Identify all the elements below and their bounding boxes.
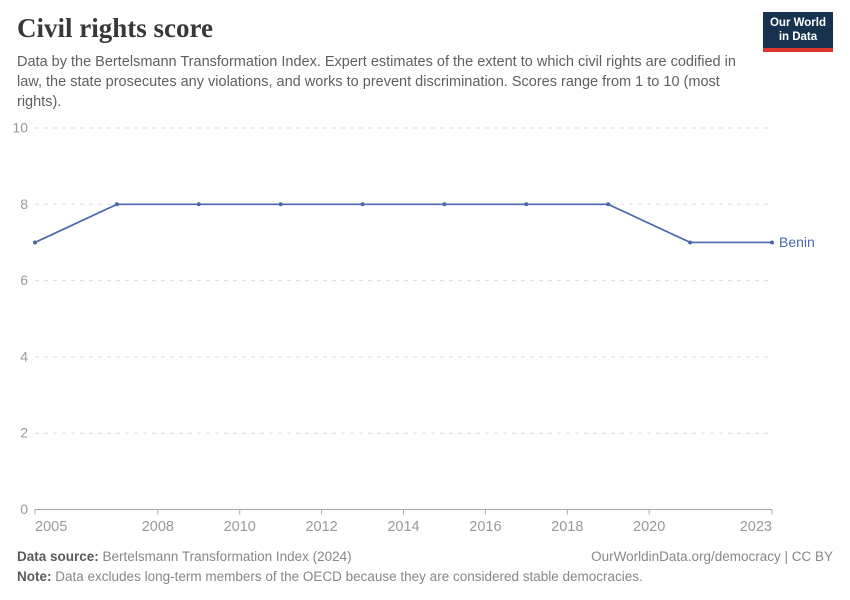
- data-point[interactable]: [278, 202, 283, 207]
- series-line[interactable]: [34, 203, 772, 244]
- y-axis-tick-label: 6: [20, 272, 28, 288]
- x-axis-tick-label: 2016: [469, 519, 501, 535]
- footer-source: Data source: Bertelsmann Transformation …: [17, 547, 352, 567]
- page-title: Civil rights score: [17, 13, 213, 43]
- chart-subtitle: Data by the Bertelsmann Transformation I…: [17, 53, 736, 110]
- logo-line1: Our World: [769, 17, 826, 29]
- y-axis-tick-label: 4: [20, 348, 28, 364]
- data-point[interactable]: [442, 202, 447, 207]
- data-point[interactable]: [606, 202, 611, 207]
- owid-logo[interactable]: Our World in Data: [762, 12, 833, 52]
- data-point[interactable]: [33, 240, 37, 245]
- footer-note: Note: Data excludes long-term members of…: [17, 567, 833, 587]
- x-axis-tick-label: 2010: [224, 519, 256, 535]
- chart-header: Civil rights score Data by the Bertelsma…: [17, 12, 833, 112]
- x-axis-tick-label: 2012: [305, 519, 337, 535]
- footer-note-text: Data excludes long-term members of the O…: [55, 569, 643, 584]
- y-axis-tick-label: 10: [12, 120, 28, 136]
- chart-canvas[interactable]: 0 2 4 6 8 10 2005 2008 2010 2012 2014 2016 2018 2020 2…: [0, 118, 850, 548]
- data-point[interactable]: [688, 240, 693, 245]
- data-point[interactable]: [360, 202, 365, 207]
- data-point[interactable]: [770, 240, 774, 245]
- x-axis-tick-label: 2020: [633, 519, 665, 535]
- footer-source-text: Bertelsmann Transformation Index (2024): [102, 549, 352, 564]
- y-axis-tick-label: 2: [20, 425, 28, 441]
- y-axis-tick-label: 0: [20, 501, 28, 517]
- logo-line2: in Data: [778, 31, 818, 44]
- x-axis-tick-label: 2008: [142, 519, 174, 535]
- footer-link[interactable]: OurWorldinData.org/democracy | CC BY: [591, 549, 833, 564]
- series-label[interactable]: Benin: [779, 234, 815, 250]
- x-axis-tick-label: 2005: [35, 519, 67, 535]
- y-axis-tick-label: 8: [20, 196, 28, 212]
- footer-source-label: Data source:: [17, 549, 99, 564]
- footer-note-label: Note:: [17, 569, 52, 584]
- x-axis-tick-label: 2018: [551, 519, 583, 535]
- data-point[interactable]: [524, 202, 529, 207]
- chart-footer: Data source: Bertelsmann Transformation …: [17, 547, 833, 587]
- data-point[interactable]: [196, 202, 201, 207]
- x-axis-tick-label: 2023: [740, 519, 772, 535]
- data-point[interactable]: [114, 202, 119, 207]
- x-axis-tick-label: 2014: [387, 519, 419, 535]
